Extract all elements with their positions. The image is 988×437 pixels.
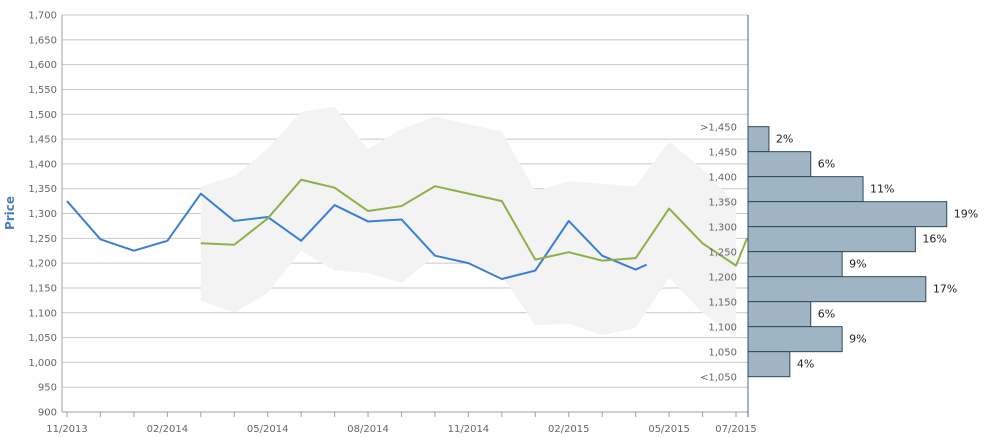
histogram-percent-label: 6% <box>818 158 835 171</box>
histogram-percent-label: 11% <box>870 183 894 196</box>
y-tick-label: 1,300 <box>28 209 57 220</box>
x-tick-label: 02/2014 <box>147 424 189 435</box>
y-tick-label: 900 <box>38 408 57 419</box>
histogram-bin-label: 1,350 <box>708 198 737 209</box>
x-tick-label: 07/2015 <box>715 424 757 435</box>
histogram-bin-label: 1,400 <box>708 173 737 184</box>
histogram-bin-label: 1,050 <box>708 348 737 359</box>
histogram-bin-label: 1,250 <box>708 248 737 259</box>
x-tick-label: 11/2013 <box>46 424 88 435</box>
histogram-percent-label: 19% <box>954 208 978 221</box>
y-tick-label: 1,150 <box>28 283 57 294</box>
histogram-bar <box>747 126 770 153</box>
x-tick-label: 11/2014 <box>448 424 490 435</box>
histogram-percent-label: 16% <box>922 233 946 246</box>
histogram-bar <box>747 351 791 378</box>
y-tick-label: 1,400 <box>28 159 57 170</box>
histogram-percent-label: 9% <box>849 333 866 346</box>
histogram-bar <box>747 276 927 303</box>
histogram-bar <box>747 301 812 328</box>
y-tick-label: 1,550 <box>28 85 57 96</box>
y-tick-label: 1,650 <box>28 35 57 46</box>
y-tick-label: 1,350 <box>28 184 57 195</box>
histogram-bin-label: 1,300 <box>708 223 737 234</box>
histogram-bar <box>747 251 843 278</box>
y-tick-label: 1,100 <box>28 308 57 319</box>
histogram-percent-label: 4% <box>797 358 814 371</box>
y-tick-label: 1,700 <box>28 11 57 22</box>
histogram-percent-label: 6% <box>818 308 835 321</box>
y-tick-label: 1,250 <box>28 234 57 245</box>
histogram-bar <box>747 176 864 203</box>
histogram-bar <box>747 326 843 353</box>
histogram-bar <box>747 151 812 178</box>
x-tick-label: 08/2014 <box>347 424 389 435</box>
y-tick-label: 1,500 <box>28 110 57 121</box>
y-axis-title: Price <box>3 196 17 230</box>
histogram-bin-label: 1,200 <box>708 273 737 284</box>
y-tick-label: 1,200 <box>28 259 57 270</box>
y-tick-label: 1,600 <box>28 60 57 71</box>
x-tick-label: 02/2015 <box>548 424 590 435</box>
histogram-percent-label: 9% <box>849 258 866 271</box>
histogram-percent-label: 17% <box>933 283 957 296</box>
y-tick-label: 1,000 <box>28 358 57 369</box>
y-tick-label: 1,450 <box>28 135 57 146</box>
forecast-band <box>200 106 737 338</box>
x-tick-label: 05/2015 <box>648 424 690 435</box>
x-tick-label: 05/2014 <box>247 424 289 435</box>
histogram-bin-label: <1,050 <box>700 373 737 384</box>
series-line-green <box>200 178 748 267</box>
y-tick-label: 950 <box>38 383 57 394</box>
histogram-bar <box>747 226 916 253</box>
series-line-blue <box>66 192 648 281</box>
histogram-bin-label: 1,450 <box>708 148 737 159</box>
histogram-percent-label: 2% <box>776 133 793 146</box>
histogram-bin-label: 1,100 <box>708 323 737 334</box>
histogram-bar <box>747 201 948 228</box>
histogram-bin-label: >1,450 <box>700 123 737 134</box>
y-tick-label: 1,050 <box>28 333 57 344</box>
histogram-bin-label: 1,150 <box>708 298 737 309</box>
